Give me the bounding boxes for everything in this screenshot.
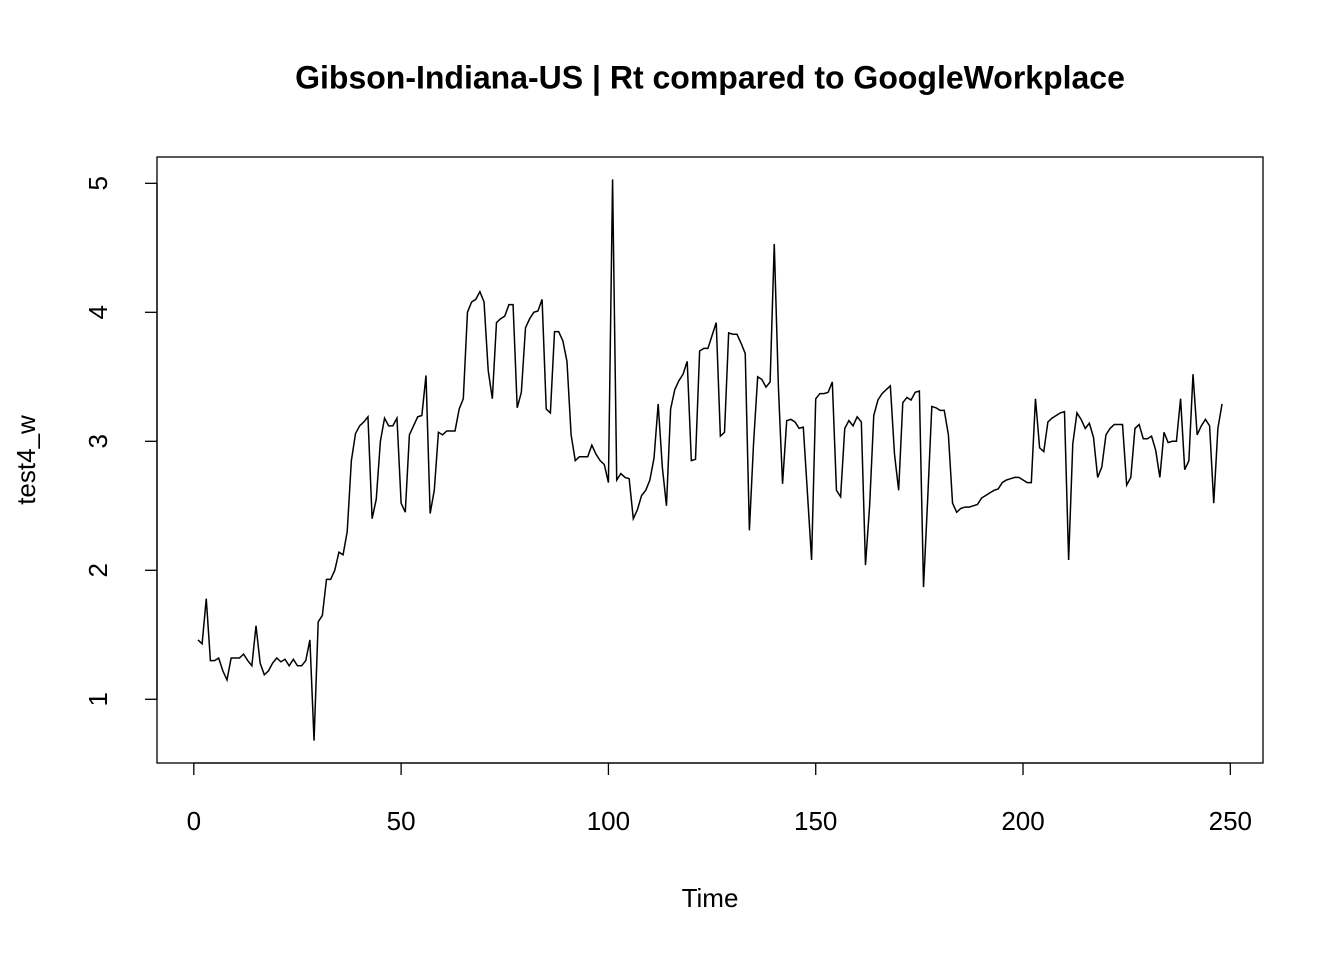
line-series <box>197 179 1223 741</box>
y-tick-label: 5 <box>83 176 113 190</box>
x-tick-label: 200 <box>1001 806 1044 836</box>
y-tick-label: 1 <box>83 692 113 706</box>
y-tick-label: 4 <box>83 305 113 319</box>
x-axis-label: Time <box>682 883 739 913</box>
x-tick-label: 50 <box>387 806 416 836</box>
x-tick-label: 0 <box>187 806 201 836</box>
y-axis-label: test4_w <box>11 415 41 505</box>
y-tick-label: 3 <box>83 434 113 448</box>
y-tick-label: 2 <box>83 563 113 577</box>
plot-box <box>156 156 1264 764</box>
chart-title: Gibson-Indiana-US | Rt compared to Googl… <box>295 59 1125 95</box>
x-tick-label: 150 <box>794 806 837 836</box>
x-tick-label: 250 <box>1209 806 1252 836</box>
x-tick-label: 100 <box>587 806 630 836</box>
